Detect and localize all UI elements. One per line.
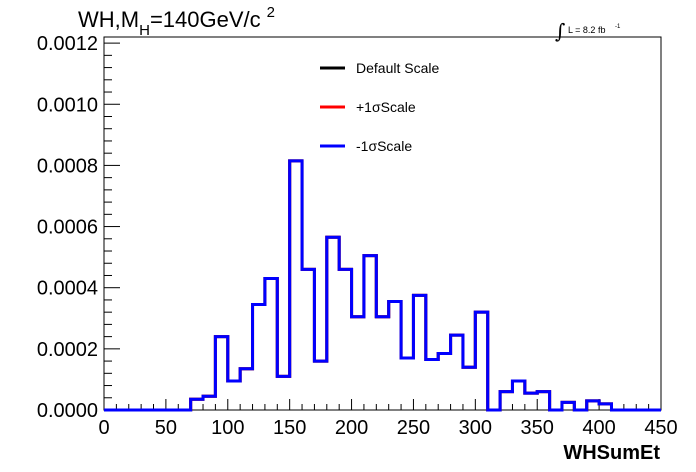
x-tick-label: 150 xyxy=(273,417,306,439)
legend-label-default: Default Scale xyxy=(356,60,439,76)
x-tick-label: 200 xyxy=(335,417,368,439)
y-tick-label: 0.0012 xyxy=(37,33,98,55)
x-tick-label: 400 xyxy=(582,417,615,439)
legend-label-plus: +1σScale xyxy=(356,99,416,115)
legend-label-minus: -1σScale xyxy=(356,138,412,154)
series-line-0 xyxy=(104,159,661,412)
series-line-1 xyxy=(104,159,661,412)
title-rest: =140GeV/c xyxy=(150,7,261,32)
x-tick-label: 100 xyxy=(211,417,244,439)
legend: Default Scale +1σScale -1σScale xyxy=(320,60,439,154)
y-tick-label: 0.0004 xyxy=(37,278,98,300)
x-tick-label: 300 xyxy=(459,417,492,439)
x-tick-label: 0 xyxy=(98,417,109,439)
title-subscript: H xyxy=(139,22,150,39)
y-tick-label: 0.0000 xyxy=(37,400,98,422)
plot-frame xyxy=(103,36,662,411)
y-tick-label: 0.0002 xyxy=(37,339,98,361)
lumi-label: L = 8.2 fb xyxy=(568,25,605,35)
y-tick-label: 0.0008 xyxy=(37,155,98,177)
lumi-exponent: -1 xyxy=(615,24,621,30)
series-line-2 xyxy=(104,159,661,412)
y-tick-label: 0.0006 xyxy=(37,217,98,239)
x-axis-label: WHSumEt xyxy=(563,442,660,464)
x-tick-label: 250 xyxy=(397,417,430,439)
series-group xyxy=(104,159,661,412)
lumi-integral-sign: ∫ xyxy=(555,19,565,43)
axes: 0 50 100 150 200 250 300 350 400 450 0.0000 0.0002 0… xyxy=(37,33,678,439)
title-superscript: 2 xyxy=(267,4,275,21)
y-tick-label: 0.0010 xyxy=(37,94,98,116)
x-tick-label: 450 xyxy=(644,417,677,439)
x-tick-label: 50 xyxy=(155,417,177,439)
chart-title: WH,MH=140GeV/c 2 xyxy=(78,4,275,39)
x-tick-label: 350 xyxy=(521,417,554,439)
